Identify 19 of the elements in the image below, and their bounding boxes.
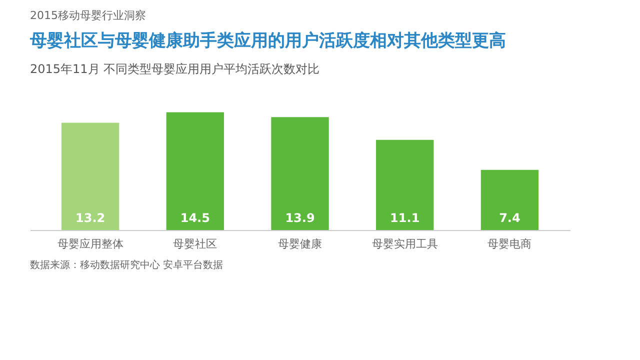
bar <box>166 112 224 230</box>
chart-title: 母婴社区与母婴健康助手类应用的用户活跃度相对其他类型更高 <box>29 31 506 51</box>
data-label: 13.9 <box>285 211 315 225</box>
x-tick-label: 母婴社区 <box>173 238 218 250</box>
bar <box>271 117 329 230</box>
source-note: 数据来源：移动数据研究中心 安卓平台数据 <box>30 259 224 271</box>
text: 2015移动母婴行业洞察 <box>30 9 146 22</box>
x-tick-label: 母婴健康 <box>278 238 322 250</box>
chart-subtitle: 2015年11月 不同类型母婴应用用户平均活跃次数对比 <box>30 62 320 76</box>
bar <box>376 140 434 230</box>
bar <box>61 122 120 230</box>
x-tick-label: 母婴电商 <box>488 238 532 250</box>
data-label: 13.2 <box>75 211 106 225</box>
data-label: 14.5 <box>180 211 210 225</box>
bar <box>480 170 539 230</box>
x-tick-label: 母婴应用整体 <box>57 238 124 250</box>
x-tick-label: 母婴实用工具 <box>372 238 438 250</box>
data-label: 7.4 <box>499 211 520 225</box>
data-label: 11.1 <box>390 211 420 225</box>
